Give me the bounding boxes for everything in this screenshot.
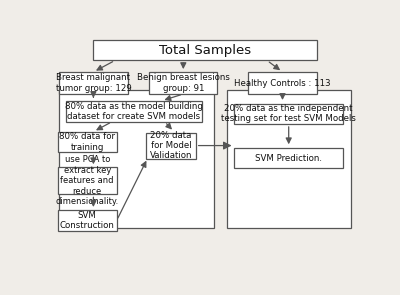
Text: 80% data for
training: 80% data for training bbox=[59, 132, 115, 152]
Text: SVM Prediction.: SVM Prediction. bbox=[255, 154, 322, 163]
FancyBboxPatch shape bbox=[66, 101, 202, 122]
FancyBboxPatch shape bbox=[146, 132, 196, 159]
FancyBboxPatch shape bbox=[58, 167, 117, 194]
FancyBboxPatch shape bbox=[248, 72, 317, 94]
FancyBboxPatch shape bbox=[234, 104, 343, 124]
FancyBboxPatch shape bbox=[149, 72, 218, 94]
Text: Total Samples: Total Samples bbox=[159, 44, 251, 57]
Text: 80% data as the model building
dataset for create SVM models: 80% data as the model building dataset f… bbox=[65, 102, 203, 121]
FancyBboxPatch shape bbox=[234, 148, 343, 168]
Text: 20% data
for Model
Validation: 20% data for Model Validation bbox=[150, 131, 192, 160]
FancyBboxPatch shape bbox=[59, 72, 128, 94]
Text: Benign breast lesions
group: 91: Benign breast lesions group: 91 bbox=[137, 73, 230, 93]
Text: use PCA to
extract key
features and
reduce
dimensionality.: use PCA to extract key features and redu… bbox=[56, 155, 119, 206]
FancyBboxPatch shape bbox=[227, 90, 351, 228]
FancyBboxPatch shape bbox=[58, 210, 117, 231]
FancyBboxPatch shape bbox=[58, 132, 117, 153]
Text: Breast malignant
tumor group: 129: Breast malignant tumor group: 129 bbox=[56, 73, 131, 93]
FancyBboxPatch shape bbox=[94, 40, 317, 60]
FancyBboxPatch shape bbox=[59, 90, 214, 228]
Text: 20% data as the independent
testing set for test SVM Models: 20% data as the independent testing set … bbox=[221, 104, 356, 124]
Text: Healthy Controls : 113: Healthy Controls : 113 bbox=[234, 78, 331, 88]
Text: SVM
Construction: SVM Construction bbox=[60, 211, 115, 230]
